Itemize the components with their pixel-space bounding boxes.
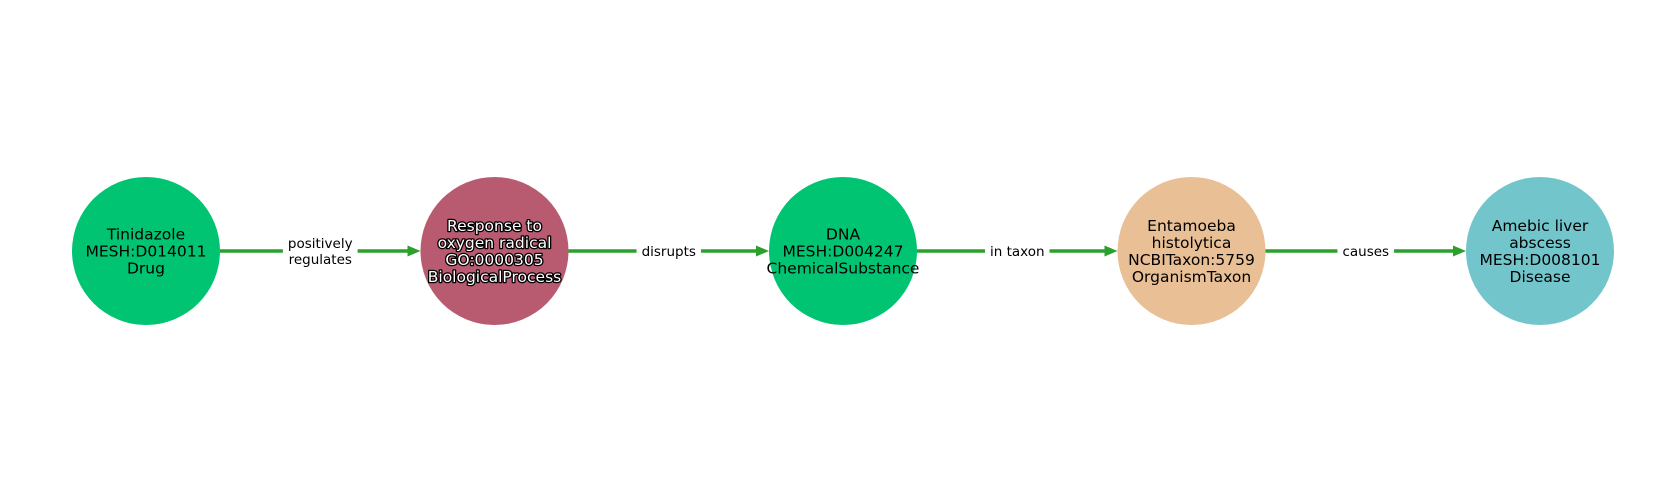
edge-label-background [282, 234, 358, 270]
node-label-line: Tinidazole [106, 226, 185, 244]
node-dna: DNA MESH:D004247 ChemicalSubstance [767, 177, 920, 325]
node-circle [769, 177, 917, 325]
node-label: Tinidazole MESH:D014011 Drug [86, 226, 207, 278]
edge-label-background [1337, 242, 1395, 262]
node-label-line: BiologicalProcess [428, 268, 561, 286]
node-amebic-liver-abscess: Amebic liver abscess MESH:D008101 Disease [1466, 177, 1614, 325]
node-label-line: Amebic liver [1492, 217, 1589, 235]
edge-label-line: regulates [289, 252, 352, 268]
nodes-layer: Tinidazole MESH:D014011 Drug Response to oxy… [72, 177, 1614, 325]
arrowhead-icon [1453, 245, 1466, 257]
node-circle [1466, 177, 1614, 325]
node-label-line: Response to [447, 217, 542, 235]
edge-label: disrupts [642, 244, 696, 260]
node-label: DNA MESH:D004247 ChemicalSubstance [767, 226, 920, 278]
node-label-line: DNA [826, 226, 861, 244]
edge-label: positively regulates [288, 236, 353, 268]
edge-label-line: positively [288, 236, 353, 252]
node-label-line: ChemicalSubstance [767, 260, 920, 278]
node-label: Response to oxygen radical GO:0000305 Biolo… [428, 217, 561, 286]
node-label-line: NCBITaxon:5759 [1128, 251, 1255, 269]
node-circle [420, 177, 569, 325]
edge-label-background [984, 242, 1050, 262]
node-label-line: MESH:D008101 [1480, 251, 1601, 269]
node-circle [1117, 177, 1266, 325]
node-label-line: histolytica [1152, 234, 1232, 252]
node-response-to-oxygen-radical: Response to oxygen radical GO:0000305 Biolo… [420, 177, 569, 325]
edge-label: in taxon [990, 244, 1045, 260]
node-label: Entamoeba histolytica NCBITaxon:5759 Organi… [1128, 217, 1255, 286]
edge-label-background [636, 242, 701, 262]
node-tinidazole: Tinidazole MESH:D014011 Drug [72, 177, 220, 325]
node-entamoeba-histolytica: Entamoeba histolytica NCBITaxon:5759 Organi… [1117, 177, 1266, 325]
edge-label: causes [1342, 244, 1389, 260]
edges-layer: positively regulates disrupts in taxon cause… [220, 234, 1466, 270]
node-label-line: oxygen radical [438, 234, 552, 252]
node-label-line: Entamoeba [1147, 217, 1236, 235]
node-label-line: GO:0000305 [445, 251, 543, 269]
node-label-line: abscess [1509, 234, 1571, 252]
node-label-line: MESH:D014011 [86, 243, 207, 261]
node-label: Amebic liver abscess MESH:D008101 Disease [1480, 217, 1601, 286]
edge-label-line: causes [1342, 244, 1389, 260]
edge-label-line: in taxon [990, 244, 1045, 260]
arrowhead-icon [1104, 245, 1118, 257]
arrowhead-icon [407, 245, 421, 257]
arrowhead-icon [756, 245, 769, 257]
node-label-line: OrganismTaxon [1132, 268, 1251, 286]
node-label-line: Drug [127, 260, 165, 278]
edge-0: positively regulates [220, 234, 421, 270]
node-label-line: Disease [1510, 268, 1571, 286]
edge-1: disrupts [568, 242, 769, 262]
edge-2: in taxon [917, 242, 1118, 262]
edge-3: causes [1265, 242, 1466, 262]
node-label-line: MESH:D004247 [783, 243, 904, 261]
node-circle [72, 177, 220, 325]
edge-label-line: disrupts [642, 244, 696, 260]
